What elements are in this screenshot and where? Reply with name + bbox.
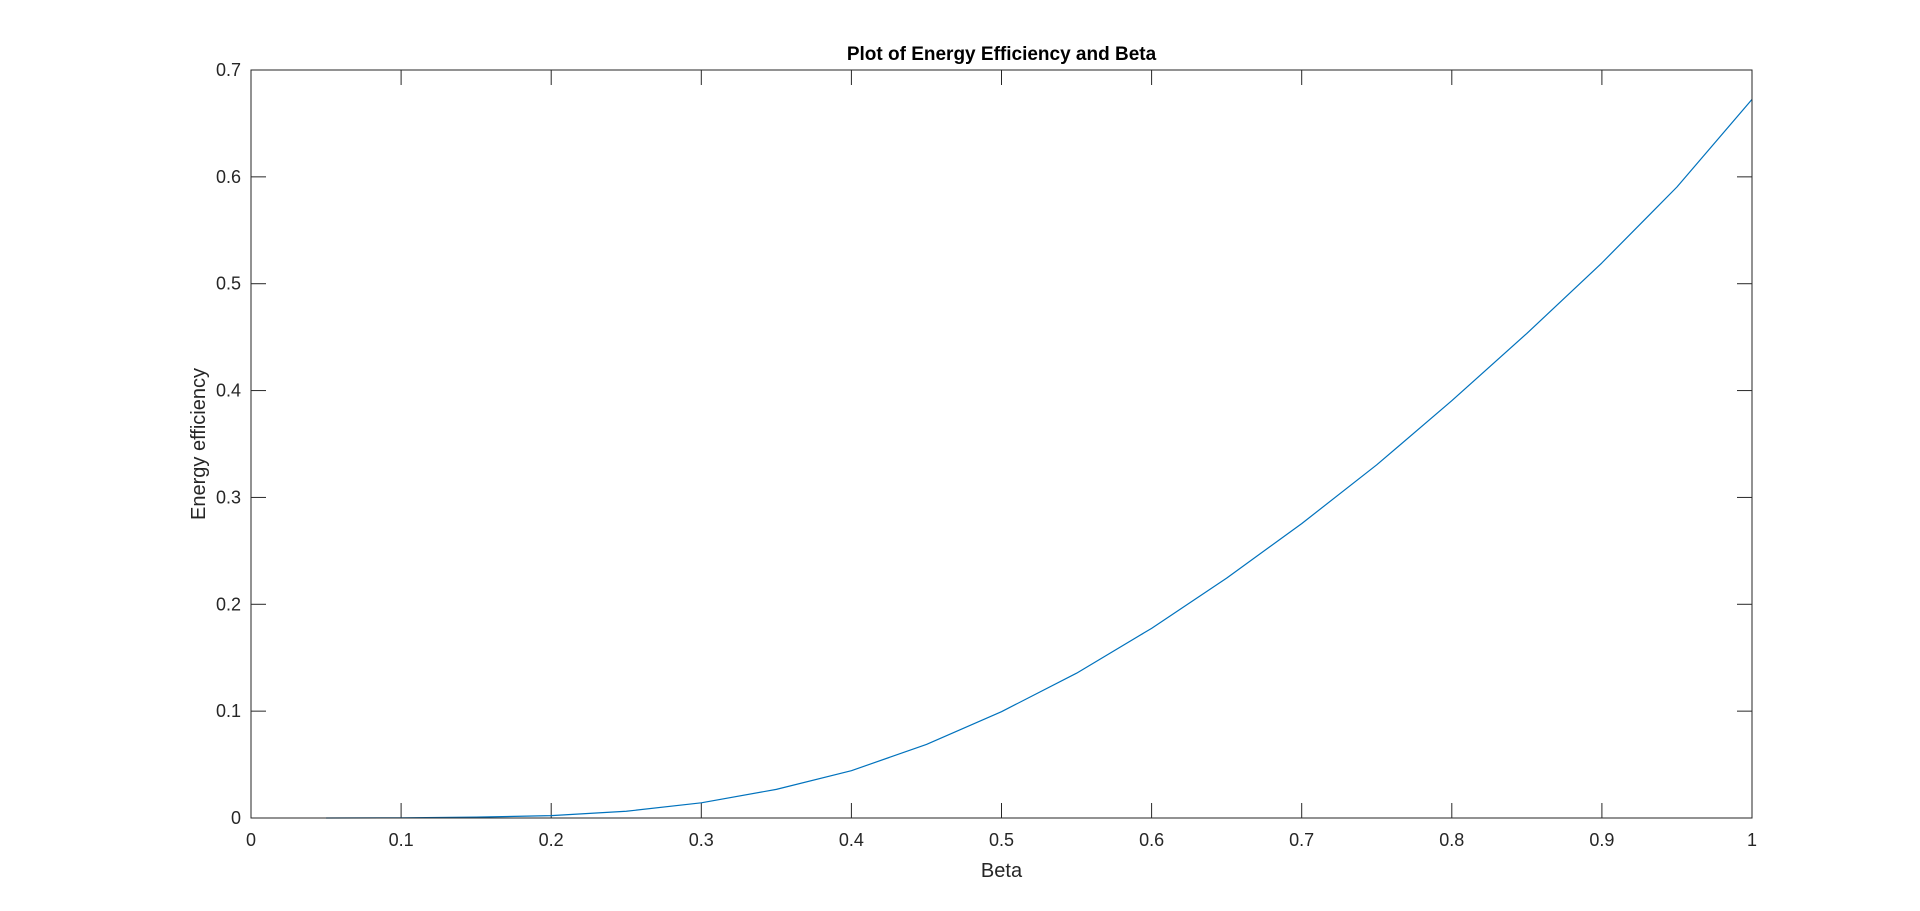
y-tick-label: 0.1 [216,701,241,721]
series-layer [326,98,1753,819]
plot-area [251,70,1752,818]
y-tick-label: 0 [231,808,241,828]
x-tick-label: 0.4 [839,830,864,850]
x-tick-label: 1 [1747,830,1757,850]
y-tick-label: 0.5 [216,274,241,294]
axes-box [250,69,1753,819]
x-tick-label: 0 [246,830,256,850]
series-line [326,98,1753,819]
x-tick-label: 0.2 [539,830,564,850]
x-tick-label: 0.7 [1289,830,1314,850]
y-tick-label: 0.6 [216,167,241,187]
y-tick-label: 0.3 [216,487,241,507]
x-axis-label: Beta [981,860,1023,882]
x-tick-label: 0.1 [389,830,414,850]
y-axis-label: Energy efficiency [188,368,210,520]
y-tick-label: 0.4 [216,381,241,401]
x-tick-label: 0.5 [989,830,1014,850]
tick-labels: 0 0.1 0.2 0.3 0.4 0.5 0.6 0.7 0.8 0.9 1 0 0.1 0.2 0.3 0… [216,60,1757,850]
x-tick-label: 0.6 [1139,830,1164,850]
y-tick-label: 0.7 [216,60,241,80]
x-tick-label: 0.9 [1589,830,1614,850]
y-tick-label: 0.2 [216,594,241,614]
x-tick-label: 0.3 [689,830,714,850]
x-tick-label: 0.8 [1439,830,1464,850]
chart-title: Plot of Energy Efficiency and Beta [847,44,1157,65]
